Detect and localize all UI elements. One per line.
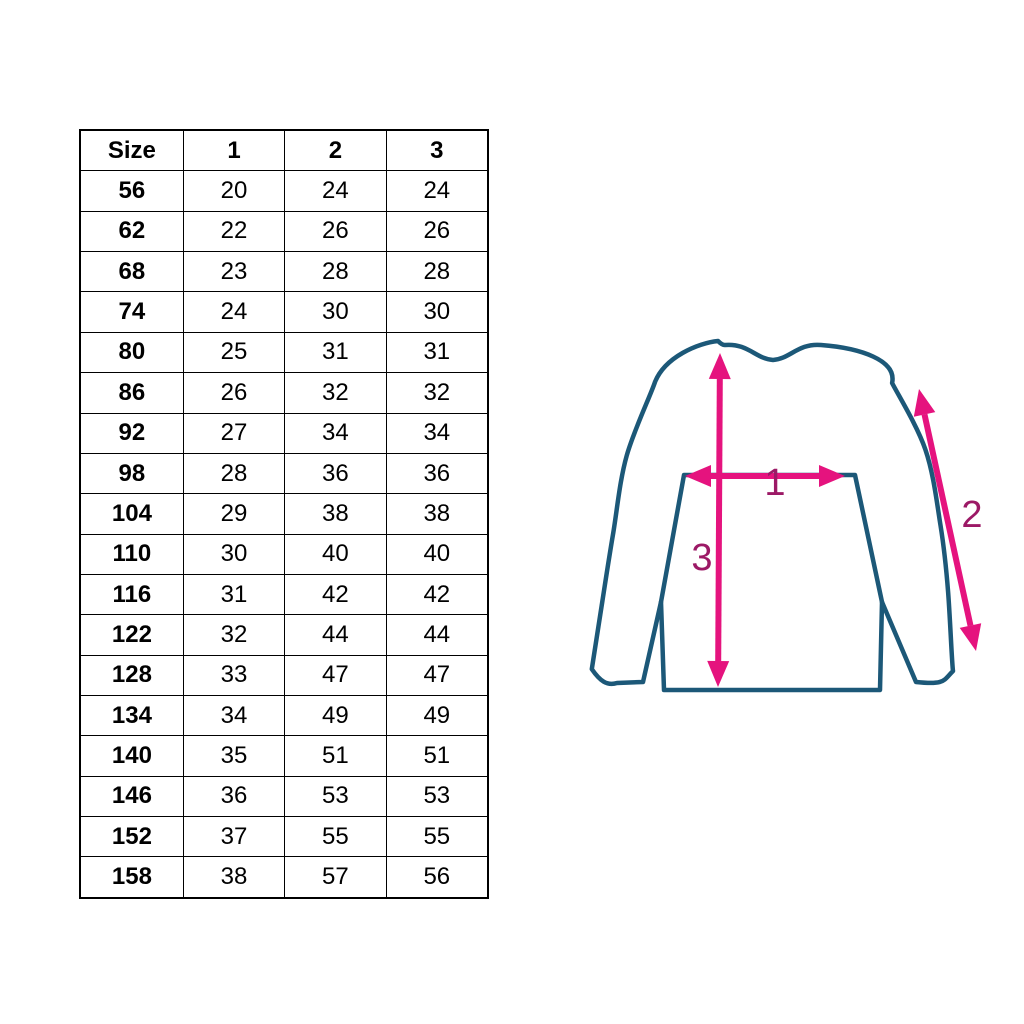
svg-text:1: 1 <box>764 462 785 504</box>
svg-text:3: 3 <box>691 537 712 579</box>
svg-text:2: 2 <box>961 494 982 536</box>
